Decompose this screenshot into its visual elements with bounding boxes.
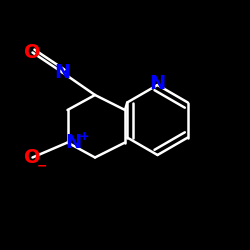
- Text: O: O: [24, 148, 41, 167]
- Text: O: O: [24, 43, 41, 62]
- Text: N: N: [54, 63, 71, 82]
- Text: N: N: [150, 74, 166, 93]
- Text: +: +: [78, 130, 89, 143]
- Text: N: N: [66, 133, 82, 152]
- Text: −: −: [37, 159, 47, 172]
